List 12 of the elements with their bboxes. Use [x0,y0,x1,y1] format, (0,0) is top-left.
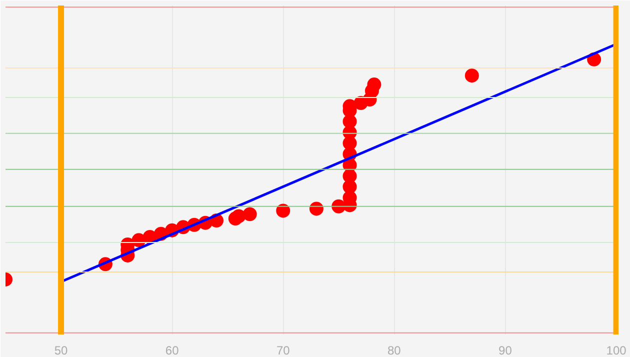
x-tick-label: 100 [606,344,627,357]
x-tick-label: 60 [165,344,180,357]
point [309,202,324,216]
x-tick-label: 50 [54,344,68,357]
point [464,68,479,83]
point [242,207,257,222]
x-tick-label: 70 [276,344,290,357]
point [276,204,290,218]
x-tick-label: 80 [388,344,402,357]
point [367,78,382,92]
point [232,209,246,224]
x-tick-label: 90 [498,344,512,357]
